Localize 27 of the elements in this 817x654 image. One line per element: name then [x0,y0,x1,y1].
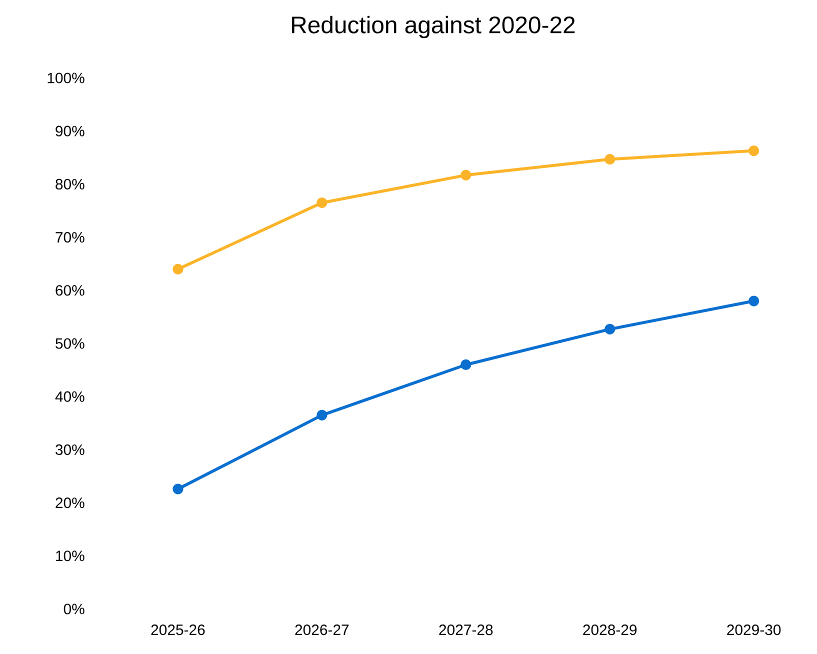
point [604,324,616,334]
point [316,197,328,208]
y-tick-label: 60% [56,285,84,296]
y-tick-label: 70% [56,232,84,243]
point [748,145,760,156]
x-tick-label: 2028-29 [583,624,637,636]
y-tick-label: 0% [64,604,84,614]
point [316,410,328,420]
y-tick-label: 30% [56,444,84,455]
point [748,296,760,306]
point [172,264,184,274]
y-tick-label: 50% [56,338,84,349]
x-tick-label: 2027-28 [439,624,493,636]
x-tick-label: 2025-26 [151,624,205,636]
chart-title: Reduction against 2020-22 [292,16,575,38]
x-tick-label: 2026-27 [295,624,349,636]
point [460,170,472,180]
point [460,359,472,370]
point [172,484,184,494]
y-tick-label: 20% [56,498,84,508]
y-tick-label: 90% [56,126,84,136]
x-tick-label: 2029-30 [727,624,781,636]
y-tick-label: 40% [55,391,84,402]
y-tick-label: 80% [56,178,84,190]
point [604,154,616,165]
y-tick-label: 10% [56,550,84,562]
y-tick-label: 100% [48,72,84,84]
